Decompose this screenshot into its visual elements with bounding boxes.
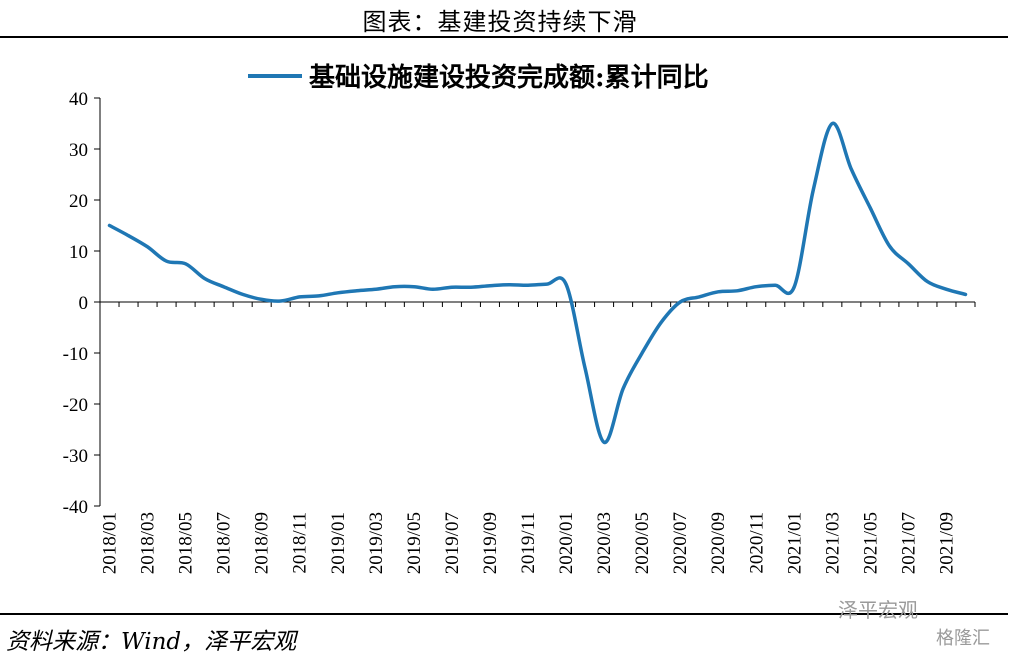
x-tick-label: 2018/11 <box>290 512 311 574</box>
x-tick-label: 2018/09 <box>252 512 273 574</box>
data-point <box>850 168 852 170</box>
line-chart: 基础设施建设投资完成额:累计同比 40 30 20 10 0 -10 -20 -30 -40 2… <box>63 62 976 574</box>
data-point <box>108 224 110 226</box>
x-tick-label: 2020/11 <box>746 512 767 574</box>
data-point <box>318 295 320 297</box>
data-point <box>394 286 396 288</box>
data-point <box>945 288 947 290</box>
x-tick-label: 2018/07 <box>214 512 235 574</box>
x-tick-label: 2020/05 <box>632 512 653 574</box>
y-tick-label: -30 <box>63 446 88 467</box>
x-tick-label: 2019/11 <box>518 512 539 574</box>
x-tick-label: 2021/01 <box>784 512 805 574</box>
data-point <box>242 293 244 295</box>
x-tick-label: 2021/09 <box>936 512 957 574</box>
data-point <box>774 284 776 286</box>
data-point <box>527 284 529 286</box>
figure-title: 图表：基建投资持续下滑 <box>362 8 638 36</box>
y-tick-label: 10 <box>69 242 88 263</box>
x-tick-label: 2020/09 <box>708 512 729 574</box>
data-point <box>222 286 224 288</box>
data-point <box>146 246 148 248</box>
x-tick-label: 2019/03 <box>366 512 387 574</box>
data-point <box>451 286 453 288</box>
data-point <box>907 263 909 265</box>
data-point <box>508 284 510 286</box>
data-point <box>603 441 605 443</box>
data-point <box>793 286 795 288</box>
data-point <box>698 296 700 298</box>
data-point <box>660 321 662 323</box>
data-point <box>717 291 719 293</box>
data-point <box>299 296 301 298</box>
data-point <box>926 280 928 282</box>
y-tick-label: 20 <box>69 191 88 212</box>
data-point <box>470 286 472 288</box>
x-tick-label: 2018/03 <box>138 512 159 574</box>
x-tick-label: 2019/05 <box>404 512 425 574</box>
x-tick-label: 2021/07 <box>898 512 919 574</box>
x-tick-label: 2018/01 <box>100 512 121 574</box>
y-tick-label: 30 <box>69 140 88 161</box>
data-point <box>622 388 624 390</box>
watermark: 泽平宏观 <box>838 598 918 622</box>
data-point <box>546 283 548 285</box>
x-tick-label: 2020/07 <box>670 512 691 574</box>
data-point <box>641 352 643 354</box>
data-point <box>584 367 586 369</box>
legend: 基础设施建设投资完成额:累计同比 <box>248 62 709 93</box>
x-tick-label: 2020/03 <box>594 512 615 574</box>
data-point <box>280 300 282 302</box>
watermark-logo: 格隆汇 <box>936 628 990 649</box>
x-tick-label: 2021/03 <box>822 512 843 574</box>
series-line-0 <box>107 121 968 445</box>
bottom-rule <box>0 613 1008 615</box>
data-point <box>203 277 205 279</box>
data-point <box>165 260 167 262</box>
x-tick-label: 2019/09 <box>480 512 501 574</box>
x-axis: 2018/01 2018/03 2018/05 2018/07 2018/09 2018/… <box>99 301 976 574</box>
x-tick-label: 2021/05 <box>860 512 881 574</box>
x-tick-label: 2019/01 <box>328 512 349 574</box>
y-tick-label: 0 <box>79 293 89 314</box>
data-point <box>413 286 415 288</box>
y-axis: 40 30 20 10 0 -10 -20 -30 -40 <box>63 89 101 518</box>
data-point <box>869 207 871 209</box>
y-tick-label: -20 <box>63 395 88 416</box>
data-point <box>432 288 434 290</box>
data-point <box>127 235 129 237</box>
data-point <box>375 288 377 290</box>
data-point <box>337 292 339 294</box>
data-point <box>356 290 358 292</box>
y-tick-label: -10 <box>63 344 88 365</box>
data-point <box>489 285 491 287</box>
top-rule <box>0 36 1008 38</box>
x-tick-label: 2018/05 <box>176 512 197 574</box>
data-point <box>964 293 966 295</box>
data-point <box>565 283 567 285</box>
data-point <box>736 290 738 292</box>
y-tick-label: -40 <box>63 497 88 518</box>
x-tick-label: 2020/01 <box>556 512 577 574</box>
data-point <box>888 245 890 247</box>
x-tick-label: 2019/07 <box>442 512 463 574</box>
plot-area <box>107 121 968 445</box>
data-point <box>261 298 263 300</box>
legend-label: 基础设施建设投资完成额:累计同比 <box>309 62 709 93</box>
data-point <box>831 122 833 124</box>
data-point <box>812 189 814 191</box>
data-point <box>679 301 681 303</box>
source-note: 资料来源：Wind，泽平宏观 <box>6 629 297 655</box>
y-tick-label: 40 <box>69 89 88 110</box>
data-point <box>755 286 757 288</box>
data-point <box>184 263 186 265</box>
